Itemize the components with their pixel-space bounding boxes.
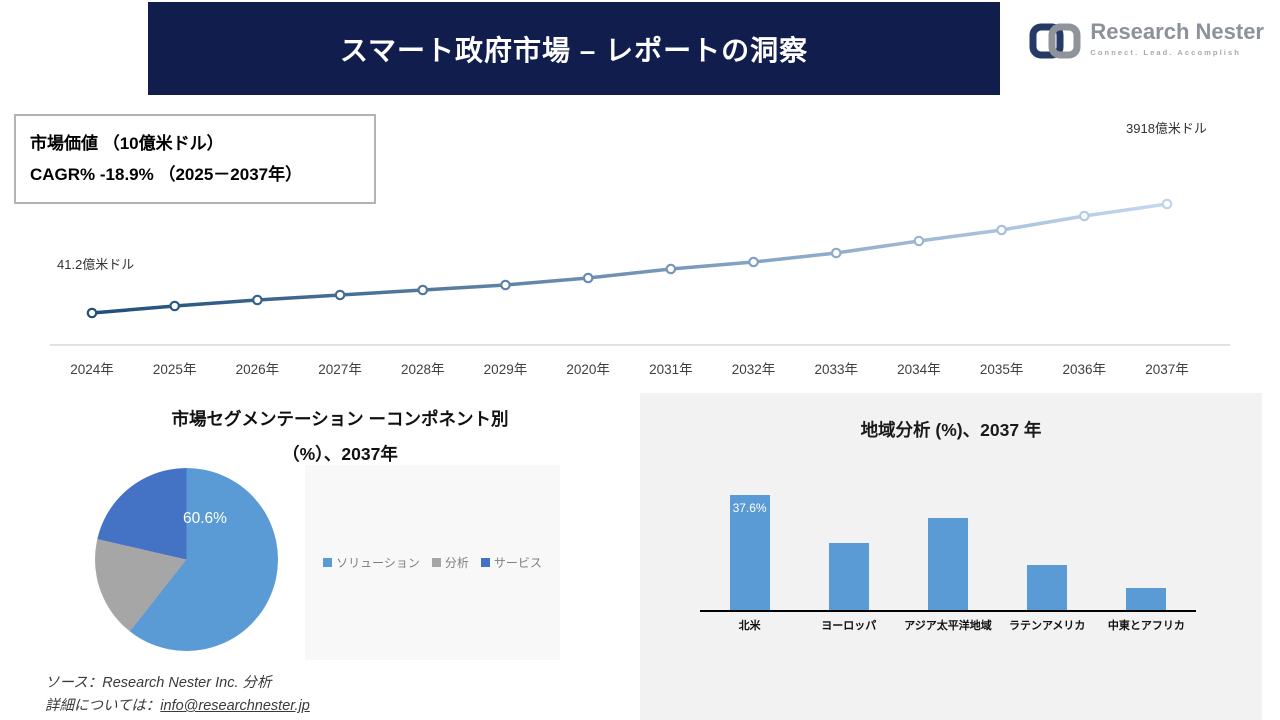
legend-label-analytics: 分析 xyxy=(444,556,469,570)
line-x-tick: 2028年 xyxy=(400,362,445,377)
pie-chart-title-line2: （%）、2037年 xyxy=(282,444,398,464)
pie-legend-panel: ソリューション 分析 サービス xyxy=(305,465,560,660)
line-point xyxy=(748,256,759,268)
region-bar xyxy=(928,518,968,610)
line-x-tick: 2031年 xyxy=(649,362,693,377)
page-title: スマート政府市場 – レポートの洞察 xyxy=(339,34,809,66)
line-x-tick: 2036年 xyxy=(1062,362,1107,377)
pie-value-label: 60.6% xyxy=(183,510,227,527)
source-note: ソース：Research Nester Inc. 分析 xyxy=(45,675,272,691)
contact-email[interactable]: info@researchnester.jp xyxy=(160,698,310,714)
legend-swatch-services xyxy=(480,558,490,567)
brand-logo-text: Research Nester Connect. Lead. Accomplis… xyxy=(1090,19,1264,58)
line-end-value-label: 3918億米ドル xyxy=(1126,121,1207,136)
brand-logo-icon xyxy=(1028,20,1082,67)
line-point xyxy=(169,300,180,312)
region-bar-category: ラテンアメリカ xyxy=(1008,620,1086,632)
line-x-tick: 2026年 xyxy=(235,362,280,377)
legend-label-services: サービス xyxy=(493,556,542,570)
pie-chart-title-line1: 市場セグメンテーション ーコンポネント別 xyxy=(171,409,509,429)
footer: ソース：Research Nester Inc. 分析 詳細については：info… xyxy=(45,672,310,718)
line-point xyxy=(582,272,594,284)
line-point xyxy=(500,279,511,291)
market-value-label: 市場価値 （10億米ドル） xyxy=(30,134,224,153)
legend-swatch-analytics xyxy=(431,558,441,567)
title-banner: スマート政府市場 – レポートの洞察 xyxy=(148,2,1000,95)
line-point xyxy=(830,247,842,259)
line-x-tick: 2033年 xyxy=(814,362,858,377)
region-bar xyxy=(1027,565,1068,610)
pie-chart-title: 市場セグメンテーション ーコンポネント別 （%）、2037年 xyxy=(60,402,620,472)
line-x-tick: 2034年 xyxy=(897,362,941,377)
line-point xyxy=(996,224,1007,236)
segment-pie-chart: 60.6% xyxy=(95,468,278,651)
line-point xyxy=(1161,198,1173,210)
legend-item-analytics: 分析 xyxy=(431,554,469,571)
legend-item-services: サービス xyxy=(480,554,542,571)
line-point xyxy=(1079,210,1090,222)
line-x-tick: 2024年 xyxy=(70,362,114,377)
legend-item-solution: ソリューション xyxy=(323,554,420,571)
region-bar xyxy=(729,495,770,610)
legend-swatch-solution xyxy=(323,558,333,567)
market-line-path xyxy=(91,202,1168,315)
contact-note: 詳細については：info@researchnester.jp xyxy=(45,695,310,718)
market-line-chart xyxy=(50,198,1230,346)
region-bar-category: 北米 xyxy=(738,620,761,632)
line-point xyxy=(417,284,429,296)
brand-tagline: Connect. Lead. Accomplish xyxy=(1090,48,1241,57)
region-analysis-panel: 地域分析 (%)、2037 年 北米 ヨーロッパ アジア太平洋地域 ラテンアメリカ 中東… xyxy=(640,393,1262,720)
line-start-value-label: 41.2億米ドル xyxy=(57,257,135,272)
pie-legend: ソリューション 分析 サービス xyxy=(323,554,542,571)
region-chart-title: 地域分析 (%)、2037 年 xyxy=(860,420,1042,440)
region-bar-category: 中東とアフリカ xyxy=(1107,620,1185,632)
line-point xyxy=(86,307,98,319)
region-bar xyxy=(828,543,869,610)
line-x-tick: 2020年 xyxy=(566,362,610,377)
region-bar-value-label: 37.6% xyxy=(732,501,767,515)
line-point xyxy=(665,263,677,275)
brand-name: Research Nester xyxy=(1090,19,1264,44)
line-point xyxy=(913,235,925,247)
cagr-label: CAGR% -18.9% （2025－2037年） xyxy=(30,165,303,184)
brand-logo: Research Nester Connect. Lead. Accomplis… xyxy=(1028,20,1264,67)
legend-label-solution: ソリューション xyxy=(336,556,420,570)
bar-axis-line xyxy=(700,610,1196,612)
market-info-box: 市場価値 （10億米ドル） CAGR% -18.9% （2025－2037年） xyxy=(14,114,376,204)
region-bar-category: ヨーロッパ xyxy=(821,620,877,632)
region-bar xyxy=(1126,588,1167,610)
line-x-axis-labels: 2024年 2025年 2026年 2027年 2028年 2029年 2020年 2031年… xyxy=(0,358,1280,380)
line-x-tick: 2035年 xyxy=(979,362,1024,377)
line-x-tick: 2027年 xyxy=(318,362,362,377)
line-x-tick: 2029年 xyxy=(483,362,528,377)
region-bar-chart: 北米 ヨーロッパ アジア太平洋地域 ラテンアメリカ 中東とアフリカ 37.6% xyxy=(640,393,1262,720)
line-x-tick: 2037年 xyxy=(1145,362,1189,377)
line-point xyxy=(252,294,263,306)
line-x-tick: 2032年 xyxy=(731,362,776,377)
line-x-tick: 2025年 xyxy=(152,362,197,377)
contact-prefix: 詳細については： xyxy=(45,698,161,714)
region-bar-category: アジア太平洋地域 xyxy=(904,620,992,632)
line-point xyxy=(334,289,346,301)
